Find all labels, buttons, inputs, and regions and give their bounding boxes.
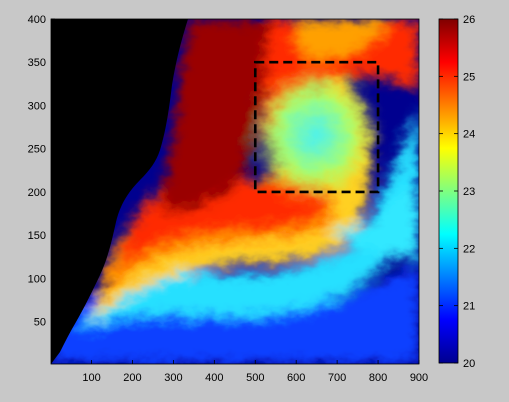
plot-frame <box>50 18 420 365</box>
y-tick-label: 50 <box>34 317 46 329</box>
y-tick-label: 200 <box>28 187 46 199</box>
x-tick-label: 800 <box>369 372 387 384</box>
colorbar-tick-label: 23 <box>463 186 475 198</box>
x-tick-label: 100 <box>82 372 100 384</box>
y-tick-label: 100 <box>28 273 46 285</box>
y-tick-label: 250 <box>28 144 46 156</box>
colorbar-axis: 20 21 22 23 24 25 26 <box>439 14 475 370</box>
x-tick-label: 300 <box>164 372 182 384</box>
x-axis: 100 200 300 400 500 600 700 800 900 <box>82 360 428 384</box>
x-tick-label: 500 <box>246 372 264 384</box>
y-tick-label: 300 <box>28 100 46 112</box>
y-tick-label: 400 <box>28 14 46 26</box>
y-tick-label: 150 <box>28 230 46 242</box>
colorbar-tick-label: 21 <box>463 301 475 313</box>
land-mask <box>51 19 188 364</box>
annotation-dashed-box <box>253 60 380 194</box>
colorbar-tick-label: 26 <box>463 14 475 26</box>
y-tick-label: 350 <box>28 57 46 69</box>
x-tick-label: 700 <box>328 372 346 384</box>
colorbar-tick-label: 22 <box>463 243 475 255</box>
x-tick-label: 400 <box>205 372 223 384</box>
colorbar-tick-label: 25 <box>463 71 475 83</box>
heatmap-plot-area <box>51 19 419 364</box>
y-axis: 50 100 150 200 250 300 350 400 <box>28 14 55 329</box>
colorbar-tick-label: 20 <box>463 358 475 370</box>
colorbar-tick-label: 24 <box>463 129 475 141</box>
x-tick-label: 600 <box>287 372 305 384</box>
x-tick-label: 900 <box>410 372 428 384</box>
x-tick-label: 200 <box>123 372 141 384</box>
